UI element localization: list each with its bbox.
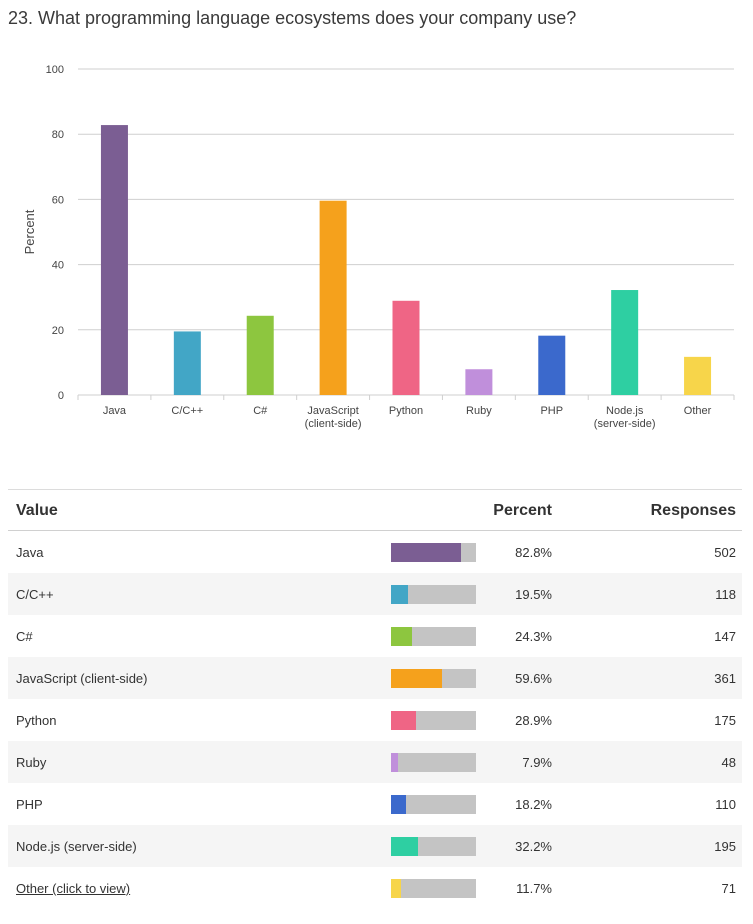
percent-bar-fill <box>391 795 407 814</box>
y-tick-label: 20 <box>52 325 64 337</box>
bar[interactable] <box>319 200 347 395</box>
table-row: Python 28.9% 175 <box>8 699 742 741</box>
table-row: PHP 18.2% 110 <box>8 783 742 825</box>
percent-bar-fill <box>391 837 419 856</box>
question-title: 23. What programming language ecosystems… <box>8 8 577 28</box>
percent-bar <box>391 711 476 730</box>
x-tick-label: Other <box>684 405 712 417</box>
y-axis-label: Percent <box>22 209 37 254</box>
bars <box>100 125 712 396</box>
row-percent: 11.7% <box>516 881 552 896</box>
bar[interactable] <box>684 356 712 395</box>
row-percent: 19.5% <box>515 587 552 602</box>
x-axis-labels: Java C/C++ C# JavaScript(client-side) Python… <box>103 405 712 430</box>
table-body: Java 82.8% 502 C/C++ 19.5% 118 C# 24.3% 147 JavaS… <box>8 531 742 909</box>
row-label: PHP <box>16 797 43 812</box>
percent-bar-fill <box>391 543 462 562</box>
bar[interactable] <box>246 315 274 395</box>
table-row: Java 82.8% 502 <box>8 531 742 573</box>
percent-bar <box>391 837 476 856</box>
row-percent: 82.8% <box>515 545 552 560</box>
table-row: C/C++ 19.5% 118 <box>8 573 742 615</box>
row-label: JavaScript (client-side) <box>16 671 148 686</box>
row-percent: 59.6% <box>515 671 552 686</box>
x-tick-label: (server-side) <box>594 418 656 430</box>
bar[interactable] <box>611 290 639 395</box>
percent-bar-fill <box>391 711 416 730</box>
percent-bar-fill <box>391 753 398 772</box>
y-tick-label: 0 <box>58 390 64 402</box>
row-responses: 502 <box>714 545 736 560</box>
table-row: Ruby 7.9% 48 <box>8 741 742 783</box>
percent-bar-fill <box>391 879 401 898</box>
row-responses: 48 <box>721 755 736 770</box>
percent-bar <box>391 795 476 814</box>
percent-bar <box>391 543 476 562</box>
percent-bar-fill <box>391 669 442 688</box>
row-label: C/C++ <box>16 587 54 602</box>
row-responses: 110 <box>715 797 736 812</box>
percent-bar <box>391 585 476 604</box>
bar[interactable] <box>465 369 493 395</box>
column-header-percent[interactable]: Percent <box>493 502 552 519</box>
percent-bar-fill <box>391 627 412 646</box>
table-row: Other (click to view) 11.7% 71 <box>8 867 742 909</box>
x-tick-label: Python <box>389 405 423 417</box>
row-percent: 28.9% <box>515 713 552 728</box>
row-responses: 118 <box>715 587 736 602</box>
row-percent: 7.9% <box>522 755 552 770</box>
bar[interactable] <box>100 125 128 396</box>
x-tick-label: PHP <box>540 405 563 417</box>
x-tick-label: C/C++ <box>171 405 203 417</box>
row-responses: 71 <box>721 881 736 896</box>
row-label: Python <box>16 713 57 728</box>
bar[interactable] <box>173 331 201 395</box>
row-responses: 195 <box>714 839 736 854</box>
table-row: C# 24.3% 147 <box>8 615 742 657</box>
row-percent: 24.3% <box>515 629 552 644</box>
x-tick-label: Ruby <box>466 405 492 417</box>
percent-bar <box>391 879 476 898</box>
row-label: Node.js (server-side) <box>16 839 137 854</box>
percent-bar <box>391 753 476 772</box>
x-tick-label: Java <box>103 405 127 417</box>
table-row: Node.js (server-side) 32.2% 195 <box>8 825 742 867</box>
row-responses: 361 <box>714 671 736 686</box>
row-percent: 18.2% <box>515 797 552 812</box>
bar[interactable] <box>392 300 420 395</box>
percent-bar-fill <box>391 585 408 604</box>
row-label: C# <box>16 629 33 644</box>
results-table: Value Percent Responses Java 82.8% 502 C/C+… <box>8 489 742 909</box>
y-tick-label: 40 <box>52 260 64 272</box>
x-tick-label: C# <box>253 405 268 417</box>
y-tick-label: 60 <box>52 194 64 206</box>
other-click-to-view-link[interactable]: Other (click to view) <box>16 881 131 896</box>
percent-bar <box>391 627 476 646</box>
x-tick-label: (client-side) <box>305 418 362 430</box>
row-responses: 147 <box>714 629 736 644</box>
table-header: Value Percent Responses <box>8 490 742 531</box>
row-label: Ruby <box>16 755 47 770</box>
column-header-value[interactable]: Value <box>16 502 58 519</box>
y-tick-label: 80 <box>52 129 64 141</box>
percent-bar <box>391 669 476 688</box>
row-responses: 175 <box>714 713 736 728</box>
bar-chart: Percent 0 20 40 60 80 100 Java C/C++ C# JavaScri… <box>22 64 735 430</box>
row-percent: 32.2% <box>515 839 552 854</box>
y-axis-ticks: 0 20 40 60 80 100 <box>46 64 64 402</box>
y-tick-label: 100 <box>46 64 64 76</box>
table-row: JavaScript (client-side) 59.6% 361 <box>8 657 742 699</box>
x-tick-label: JavaScript <box>307 405 358 417</box>
column-header-responses[interactable]: Responses <box>650 502 736 519</box>
row-label: Java <box>16 545 44 560</box>
x-tick-label: Node.js <box>606 405 644 417</box>
bar[interactable] <box>538 335 566 395</box>
